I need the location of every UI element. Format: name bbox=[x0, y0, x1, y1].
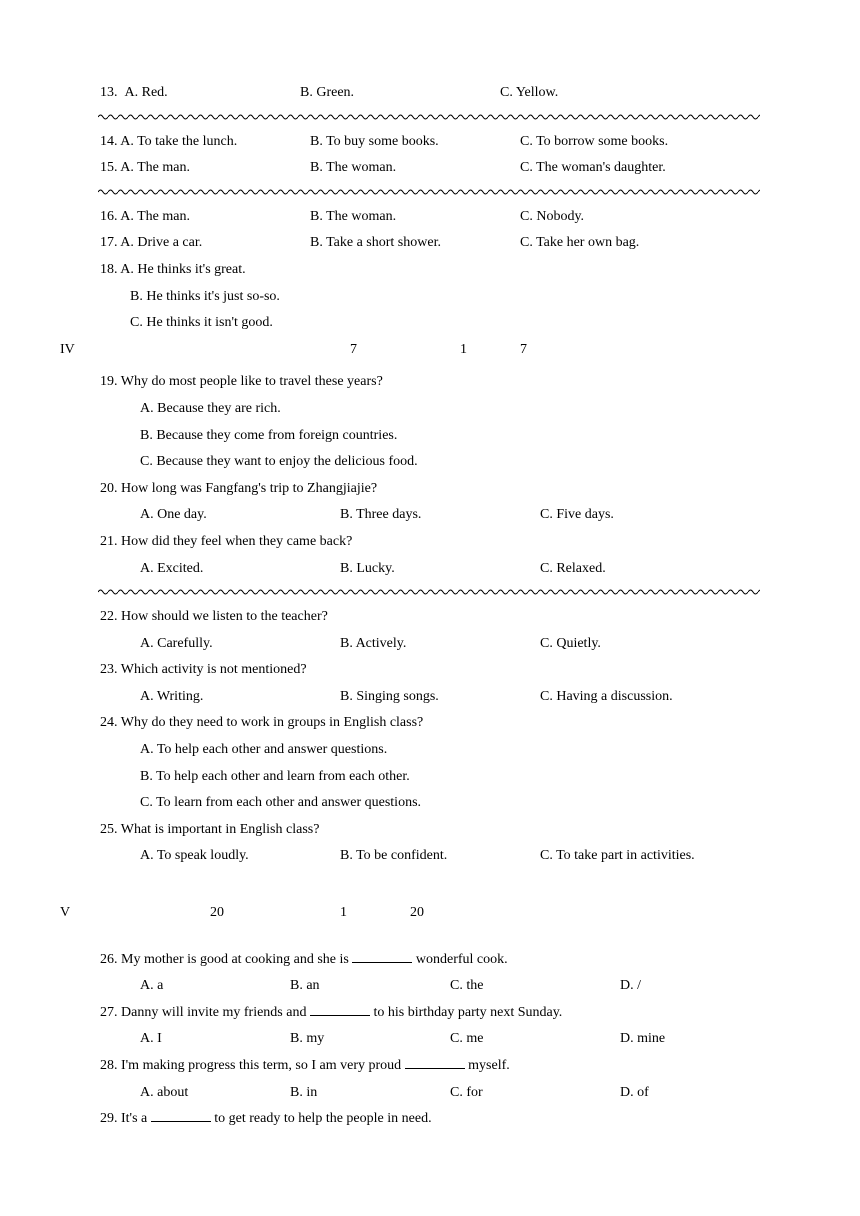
q23-b: B. Singing songs. bbox=[340, 684, 540, 711]
q26-c: C. the bbox=[450, 973, 620, 1000]
question-28: 28. I'm making progress this term, so I … bbox=[100, 1053, 800, 1080]
q25-c: C. To take part in activities. bbox=[540, 843, 740, 870]
q28-a: A. about bbox=[140, 1080, 290, 1107]
q20-b: B. Three days. bbox=[340, 502, 540, 529]
q26-d: D. / bbox=[620, 973, 760, 1000]
wavy-divider bbox=[98, 113, 760, 121]
q21-a: A. Excited. bbox=[140, 556, 340, 583]
section-iv-label: IV bbox=[60, 337, 350, 364]
q24-c: C. To learn from each other and answer q… bbox=[140, 790, 800, 817]
q27-a: A. I bbox=[140, 1026, 290, 1053]
q22-c: C. Quietly. bbox=[540, 631, 740, 658]
q17-b: B. Take a short shower. bbox=[310, 230, 520, 257]
q17-c: C. Take her own bag. bbox=[520, 230, 730, 257]
blank bbox=[352, 948, 412, 963]
section-v-n1: 20 bbox=[210, 900, 340, 927]
q25-b: B. To be confident. bbox=[340, 843, 540, 870]
q20-a: A. One day. bbox=[140, 502, 340, 529]
q16-c: C. Nobody. bbox=[520, 204, 730, 231]
q25-a: A. To speak loudly. bbox=[140, 843, 340, 870]
section-v: V 20 1 20 bbox=[60, 900, 800, 927]
q26-a: A. a bbox=[140, 973, 290, 1000]
blank bbox=[405, 1054, 465, 1069]
q18-a: A. He thinks it's great. bbox=[120, 262, 245, 277]
question-24: 24. Why do they need to work in groups i… bbox=[100, 710, 800, 737]
question-20: 20. How long was Fangfang's trip to Zhan… bbox=[100, 476, 800, 503]
q27-d: D. mine bbox=[620, 1026, 760, 1053]
q15-c: C. The woman's daughter. bbox=[520, 155, 730, 182]
q14-a: 14. A. To take the lunch. bbox=[100, 129, 310, 156]
q27-c: C. me bbox=[450, 1026, 620, 1053]
blank bbox=[310, 1001, 370, 1016]
question-22-opts: A. Carefully. B. Actively. C. Quietly. bbox=[140, 631, 800, 658]
question-23: 23. Which activity is not mentioned? bbox=[100, 657, 800, 684]
q23-c: C. Having a discussion. bbox=[540, 684, 740, 711]
q20-c: C. Five days. bbox=[540, 502, 740, 529]
q28-c: C. for bbox=[450, 1080, 620, 1107]
q18-c: C. He thinks it isn't good. bbox=[130, 310, 800, 337]
blank bbox=[151, 1107, 211, 1122]
q19-b: B. Because they come from foreign countr… bbox=[140, 423, 800, 450]
question-21-opts: A. Excited. B. Lucky. C. Relaxed. bbox=[140, 556, 800, 583]
question-19: 19. Why do most people like to travel th… bbox=[100, 369, 800, 396]
section-iv-n2: 1 bbox=[460, 337, 520, 364]
q18-b: B. He thinks it's just so-so. bbox=[130, 284, 800, 311]
exam-page: 13. A. Red. B. Green. C. Yellow. 14. A. … bbox=[0, 0, 860, 1173]
q14-c: C. To borrow some books. bbox=[520, 129, 730, 156]
q19-c: C. Because they want to enjoy the delici… bbox=[140, 449, 800, 476]
question-25-opts: A. To speak loudly. B. To be confident. … bbox=[140, 843, 800, 870]
question-29: 29. It's a to get ready to help the peop… bbox=[100, 1106, 800, 1133]
q13-b: B. Green. bbox=[300, 80, 500, 107]
question-20-opts: A. One day. B. Three days. C. Five days. bbox=[140, 502, 800, 529]
question-22: 22. How should we listen to the teacher? bbox=[100, 604, 800, 631]
q24-a: A. To help each other and answer questio… bbox=[140, 737, 800, 764]
q15-b: B. The woman. bbox=[310, 155, 520, 182]
question-13: 13. A. Red. B. Green. C. Yellow. bbox=[100, 80, 800, 107]
question-26: 26. My mother is good at cooking and she… bbox=[100, 947, 800, 974]
wavy-divider bbox=[98, 188, 760, 196]
section-iv: IV 7 1 7 bbox=[60, 337, 800, 364]
question-25: 25. What is important in English class? bbox=[100, 817, 800, 844]
section-iv-n3: 7 bbox=[520, 337, 527, 364]
question-21: 21. How did they feel when they came bac… bbox=[100, 529, 800, 556]
q27-b: B. my bbox=[290, 1026, 450, 1053]
question-18: 18. A. He thinks it's great. bbox=[100, 257, 800, 284]
section-iv-n1: 7 bbox=[350, 337, 460, 364]
q28-b: B. in bbox=[290, 1080, 450, 1107]
q26-b: B. an bbox=[290, 973, 450, 1000]
question-14: 14. A. To take the lunch. B. To buy some… bbox=[100, 129, 800, 156]
question-26-opts: A. a B. an C. the D. / bbox=[140, 973, 800, 1000]
section-v-n2: 1 bbox=[340, 900, 410, 927]
question-15: 15. A. The man. B. The woman. C. The wom… bbox=[100, 155, 800, 182]
q24-b: B. To help each other and learn from eac… bbox=[140, 764, 800, 791]
q19-a: A. Because they are rich. bbox=[140, 396, 800, 423]
q13-a: 13. A. Red. bbox=[100, 80, 300, 107]
section-v-label: V bbox=[60, 900, 210, 927]
q23-a: A. Writing. bbox=[140, 684, 340, 711]
question-23-opts: A. Writing. B. Singing songs. C. Having … bbox=[140, 684, 800, 711]
q22-b: B. Actively. bbox=[340, 631, 540, 658]
q28-d: D. of bbox=[620, 1080, 760, 1107]
section-v-n3: 20 bbox=[410, 900, 424, 927]
question-16: 16. A. The man. B. The woman. C. Nobody. bbox=[100, 204, 800, 231]
q21-b: B. Lucky. bbox=[340, 556, 540, 583]
q21-c: C. Relaxed. bbox=[540, 556, 740, 583]
q13-c: C. Yellow. bbox=[500, 80, 700, 107]
q14-b: B. To buy some books. bbox=[310, 129, 520, 156]
question-27-opts: A. I B. my C. me D. mine bbox=[140, 1026, 800, 1053]
q15-a: 15. A. The man. bbox=[100, 155, 310, 182]
wavy-divider bbox=[98, 588, 760, 596]
q17-a: 17. A. Drive a car. bbox=[100, 230, 310, 257]
q22-a: A. Carefully. bbox=[140, 631, 340, 658]
q16-a: 16. A. The man. bbox=[100, 204, 310, 231]
q16-b: B. The woman. bbox=[310, 204, 520, 231]
question-28-opts: A. about B. in C. for D. of bbox=[140, 1080, 800, 1107]
question-17: 17. A. Drive a car. B. Take a short show… bbox=[100, 230, 800, 257]
question-27: 27. Danny will invite my friends and to … bbox=[100, 1000, 800, 1027]
